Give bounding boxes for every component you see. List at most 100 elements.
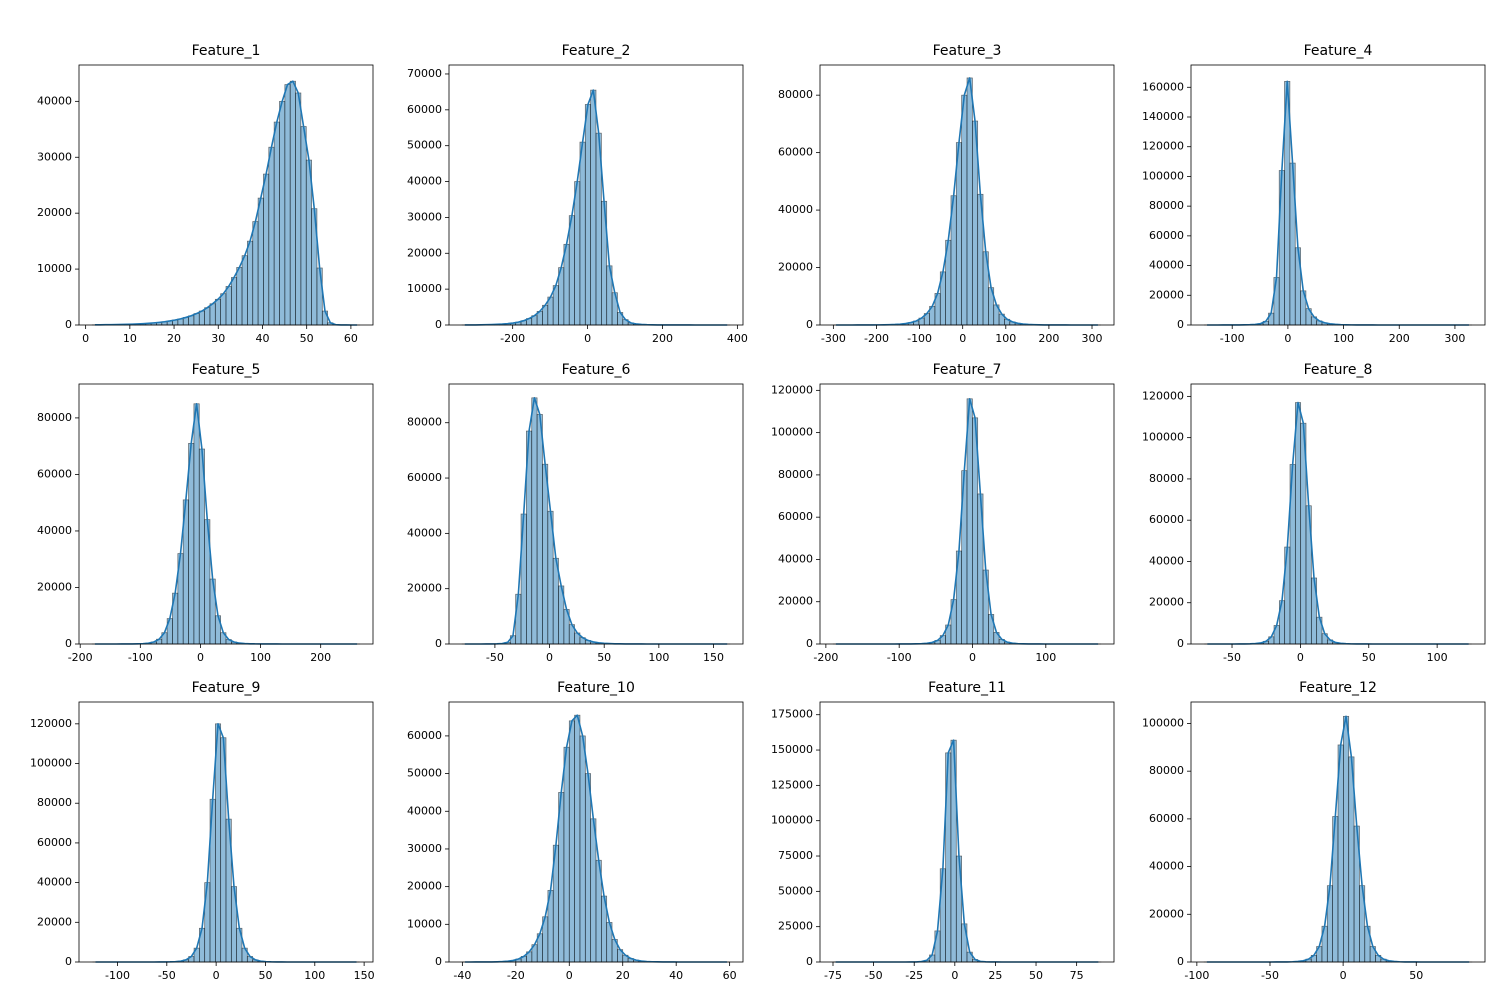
axes-frame — [78, 383, 374, 645]
chart-title: Feature_6 — [562, 362, 631, 378]
y-tick-label: 0 — [435, 955, 442, 968]
y-tick-label: 150000 — [771, 743, 813, 756]
x-tick-label: -50 — [1261, 969, 1279, 982]
x-tick-label: -75 — [824, 969, 842, 982]
bar — [204, 307, 211, 326]
x-tick-label: 60 — [344, 332, 358, 345]
chart-title: Feature_8 — [1304, 362, 1373, 378]
x-tick-label: 50 — [258, 969, 272, 982]
y-tick-label: 120000 — [1142, 389, 1184, 402]
y-tick-label: 60000 — [1149, 812, 1184, 825]
axes-frame — [448, 383, 744, 645]
y-tick-label: 20000 — [407, 246, 442, 259]
x-tick-label: -200 — [864, 332, 889, 345]
y-tick-label: 50000 — [407, 767, 442, 780]
axes-frame — [819, 383, 1115, 645]
x-tick-label: -25 — [905, 969, 923, 982]
x-tick-label: 0 — [969, 651, 976, 664]
x-tick-label: -100 — [105, 969, 130, 982]
x-tick-label: 300 — [1444, 332, 1465, 345]
bar — [247, 240, 254, 326]
kde-line — [1207, 80, 1469, 326]
x-tick-label: -200 — [500, 332, 525, 345]
chart-title: Feature_3 — [933, 43, 1002, 59]
x-tick-label: -40 — [453, 969, 471, 982]
x-tick-label: 200 — [1389, 332, 1410, 345]
x-tick-label: 0 — [1297, 651, 1304, 664]
x-tick-label: 200 — [652, 332, 673, 345]
y-tick-label: 20000 — [1149, 596, 1184, 609]
x-tick-label: -50 — [158, 969, 176, 982]
y-tick-label: 60000 — [1149, 513, 1184, 526]
y-tick-label: 20000 — [407, 880, 442, 893]
x-tick-label: 0 — [959, 332, 966, 345]
bar — [579, 735, 586, 963]
y-tick-label: 60000 — [407, 729, 442, 742]
y-tick-label: 30000 — [407, 842, 442, 855]
x-tick-label: 100 — [250, 651, 271, 664]
x-tick-label: 200 — [1038, 332, 1059, 345]
bar — [966, 77, 973, 326]
y-tick-label: 80000 — [1149, 472, 1184, 485]
x-tick-label: -100 — [1220, 332, 1245, 345]
bar — [295, 92, 302, 326]
x-tick-label: 0 — [213, 969, 220, 982]
y-tick-label: 120000 — [771, 383, 813, 396]
y-tick-label: 80000 — [37, 411, 72, 424]
y-tick-label: 75000 — [778, 849, 813, 862]
y-tick-label: 30000 — [37, 150, 72, 163]
y-tick-label: 140000 — [1142, 110, 1184, 123]
bar — [568, 720, 575, 963]
kde-line — [94, 80, 358, 326]
y-tick-label: 20000 — [1149, 288, 1184, 301]
y-tick-label: 60000 — [37, 836, 72, 849]
bar — [236, 267, 243, 326]
y-tick-label: 100000 — [771, 426, 813, 439]
bar — [321, 310, 328, 326]
x-tick-label: 0 — [566, 969, 573, 982]
y-tick-label: 0 — [65, 955, 72, 968]
y-tick-label: 80000 — [778, 468, 813, 481]
bar — [198, 310, 205, 326]
chart-title: Feature_11 — [928, 680, 1006, 696]
y-tick-label: 25000 — [778, 920, 813, 933]
bar — [257, 197, 264, 326]
y-tick-label: 20000 — [407, 582, 442, 595]
y-tick-label: 20000 — [1149, 907, 1184, 920]
y-tick-label: 0 — [65, 318, 72, 331]
x-tick-label: 50 — [1029, 969, 1043, 982]
bar — [263, 173, 270, 326]
y-tick-label: 175000 — [771, 708, 813, 721]
bar — [961, 94, 968, 326]
y-tick-label: 40000 — [1149, 259, 1184, 272]
y-tick-label: 40000 — [1149, 554, 1184, 567]
y-tick-label: 20000 — [778, 595, 813, 608]
chart-title: Feature_10 — [557, 680, 635, 696]
chart-title: Feature_12 — [1299, 680, 1377, 696]
x-tick-label: -100 — [887, 651, 912, 664]
x-tick-label: 300 — [1082, 332, 1103, 345]
y-tick-label: 160000 — [1142, 80, 1184, 93]
bar — [568, 215, 575, 326]
x-tick-label: 100 — [1035, 651, 1056, 664]
bar — [574, 181, 581, 326]
bar — [1343, 715, 1350, 963]
y-tick-label: 60000 — [37, 467, 72, 480]
y-tick-label: 40000 — [37, 524, 72, 537]
axes-frame — [1190, 383, 1486, 645]
x-tick-label: -100 — [1184, 969, 1209, 982]
y-tick-label: 100000 — [1142, 431, 1184, 444]
y-tick-label: 0 — [435, 318, 442, 331]
y-tick-label: 40000 — [778, 203, 813, 216]
bar — [284, 84, 291, 326]
bar — [579, 141, 586, 326]
y-tick-label: 100000 — [30, 757, 72, 770]
bar — [531, 397, 538, 645]
y-tick-label: 50000 — [778, 884, 813, 897]
bar — [584, 773, 592, 963]
kde-line — [464, 397, 728, 645]
bar — [536, 414, 543, 645]
axes-frame — [1190, 701, 1486, 963]
